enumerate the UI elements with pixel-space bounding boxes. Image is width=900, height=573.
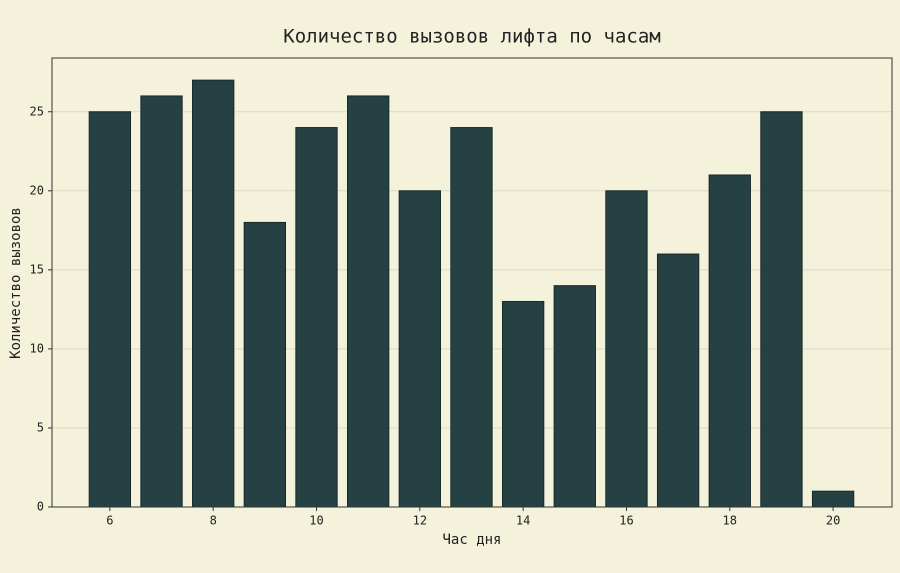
x-tick-label: 12 (413, 514, 427, 528)
x-tick-label: 8 (210, 514, 217, 528)
bar (398, 190, 441, 508)
bar (501, 300, 545, 508)
x-tick-label: 10 (309, 514, 323, 528)
bar (450, 127, 493, 508)
bar (553, 285, 596, 508)
x-tick-label: 20 (826, 514, 840, 528)
x-axis-label: Час дня (442, 532, 501, 548)
x-tick-label: 6 (106, 514, 113, 528)
bar (140, 95, 183, 508)
y-tick-label: 10 (30, 341, 44, 355)
y-tick-label: 20 (30, 183, 44, 197)
y-tick-label: 0 (37, 500, 44, 514)
bar (346, 95, 390, 508)
bar (760, 111, 803, 508)
y-tick-label: 15 (30, 262, 44, 276)
y-tick-label: 25 (30, 104, 44, 118)
bar (243, 221, 287, 508)
y-tick-label: 5 (37, 420, 44, 434)
plot-frame (51, 57, 893, 508)
bar (605, 190, 648, 508)
x-tick-label: 14 (516, 514, 530, 528)
bar (708, 174, 751, 508)
chart-title: Количество вызовов лифта по часам (283, 26, 661, 48)
x-tick-label: 18 (723, 514, 737, 528)
y-axis-label: Количество вызовов (8, 207, 24, 359)
x-tick-label: 16 (619, 514, 633, 528)
bar (811, 490, 855, 508)
bar (192, 79, 235, 508)
bar (656, 253, 700, 508)
bar (295, 127, 338, 508)
bar (88, 111, 132, 508)
